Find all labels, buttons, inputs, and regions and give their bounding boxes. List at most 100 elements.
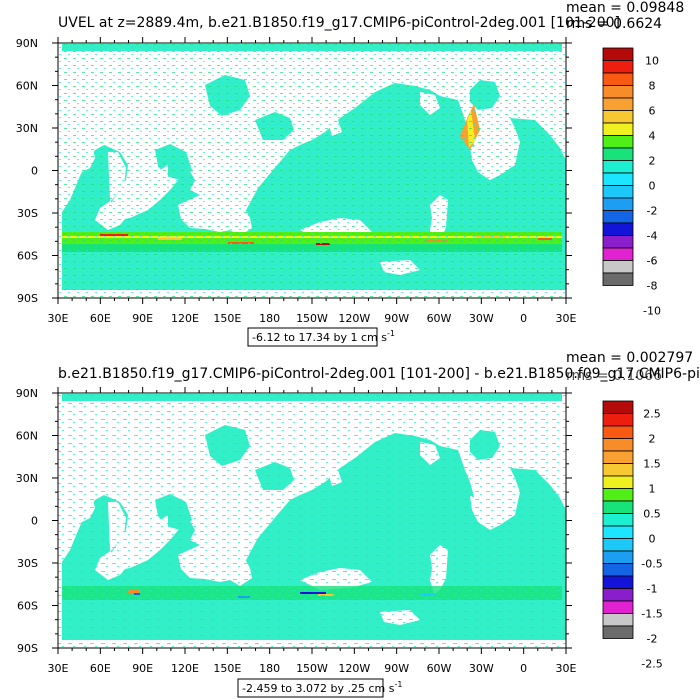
panel-1-x-tick-label: 150E (213, 312, 241, 325)
panel-2-colorbar-box (602, 475, 634, 489)
panel-2-x-tick-label: 150E (213, 662, 241, 675)
panel-2-colorbar-label: 2.5 (643, 408, 661, 421)
panel-2-colorbar-box (602, 600, 634, 614)
panel-2-colorbar-box (602, 425, 634, 439)
panel-1-colorbar-label: -10 (643, 305, 661, 318)
panel-1-colorbar-box (602, 85, 634, 99)
panel-1-x-tick-label: 0 (520, 312, 527, 325)
panel-2-range-label: -2.459 to 3.072 by .25 cm s-1 (242, 680, 402, 695)
panel-2-colorbar-box (602, 538, 634, 552)
panel-1-mean: mean = 0.09848 (566, 0, 684, 16)
panel-1-y-tick-label: 60S (17, 250, 38, 263)
panel-1-y-tick-label: 60N (16, 80, 38, 93)
panel-1-y-tick-label: 30S (17, 207, 38, 220)
panel-1-x-tick-label: 120W (338, 312, 370, 325)
panel-1-colorbar-box (602, 135, 634, 149)
panel-1-x-tick-label: 120E (171, 312, 199, 325)
panel-2-x-tick-label: 120W (338, 662, 370, 675)
panel-2-x-axis: 30E 60E 90E 120E 150E 180 150W 120W 90W 60W 30W 0 30… (48, 387, 577, 675)
panel-2-x-tick-label: 60W (427, 662, 452, 675)
panel-1-colorbar-box (602, 147, 634, 161)
panel-1-colorbar-box (602, 97, 634, 111)
panel-1-map (58, 43, 566, 298)
panel-2-y-tick-label: 60N (16, 430, 38, 443)
panel-2-x-tick-label: 30E (556, 662, 577, 675)
panel-2-x-tick-label: 30E (48, 662, 69, 675)
panel-1-colorbar-box (602, 172, 634, 186)
panel-2-colorbar-label: 1.5 (643, 458, 661, 471)
panel-1-range-label: -6.12 to 17.34 by 1 cm s-1 (252, 329, 395, 344)
panel-1-colorbar-box (602, 110, 634, 124)
panel-2-y-tick-label: 90N (16, 387, 38, 400)
panel-2-colorbar: 2.5 2 1.5 1 0.5 0 -0.5 -1 -1.5 -2 -2.5 (602, 400, 663, 671)
panel-1-colorbar-box (602, 222, 634, 236)
panel-2-y-tick-label: 90S (17, 642, 38, 655)
panel-2-x-tick-label: 90W (384, 662, 409, 675)
panel-1-colorbar: 10 8 6 4 2 0 -2 -4 -6 -8 -10 (602, 47, 661, 318)
panel-1-x-tick-label: 180 (259, 312, 280, 325)
panel-2-colorbar-box (602, 438, 634, 452)
panel-2-y-axis: 90N 60N 30N 0 30S 60S 90S (16, 387, 572, 655)
panel-2-colorbar-label: 2 (649, 433, 656, 446)
panel-1-colorbar-box (602, 272, 634, 286)
panel-2-x-tick-label: 60E (90, 662, 111, 675)
panel-2-colorbar-box (602, 575, 634, 589)
panel-1-colorbar-box (602, 260, 634, 274)
panel-2: b.e21.B1850.f19_g17.CMIP6-piControl-2deg… (16, 350, 700, 698)
panel-2-x-tick-label: 90E (132, 662, 153, 675)
panel-1-colorbar-label: 4 (649, 130, 656, 143)
panel-1-colorbar-box (602, 197, 634, 211)
panel-1-x-tick-label: 60E (90, 312, 111, 325)
panel-1-colorbar-label: -4 (647, 230, 658, 243)
panel-1-colorbar-label: -8 (647, 280, 658, 293)
panel-2-y-tick-label: 60S (17, 600, 38, 613)
panel-2-colorbar-box (602, 450, 634, 464)
panel-2-x-tick-label: 120E (171, 662, 199, 675)
panel-2-colorbar-label: -2 (647, 633, 658, 646)
panel-2-x-tick-label: 150W (296, 662, 328, 675)
panel-1-colorbar-label: 8 (649, 80, 656, 93)
panel-1-colorbar-label: 0 (649, 180, 656, 193)
panel-1-x-tick-label: 30W (469, 312, 494, 325)
panel-2-colorbar-box (602, 625, 634, 639)
panel-1-colorbar-box (602, 160, 634, 174)
panel-1-y-tick-label: 0 (31, 165, 38, 178)
panel-1-y-axis: 90N 60N 30N 0 30S 60S 90S (16, 37, 572, 305)
panel-2-colorbar-box (602, 463, 634, 477)
panel-1-colorbar-box (602, 47, 634, 61)
panel-1-colorbar-label: 2 (649, 155, 656, 168)
panel-1-rms: rms = 0.6624 (566, 16, 662, 32)
panel-2-y-tick-label: 30N (16, 472, 38, 485)
panel-1-x-tick-label: 30E (556, 312, 577, 325)
panel-1-y-tick-label: 90S (17, 292, 38, 305)
panel-2-rms: rms = 0.1066 (566, 368, 662, 384)
panel-1: UVEL at z=2889.4m, b.e21.B1850.f19_g17.C… (16, 0, 684, 347)
panel-1-colorbar-label: 10 (645, 55, 659, 68)
panel-1-colorbar-box (602, 235, 634, 249)
panel-1-title: UVEL at z=2889.4m, b.e21.B1850.f19_g17.C… (58, 15, 620, 31)
panel-1-colorbar-label: -2 (647, 205, 658, 218)
panel-2-colorbar-label: 1 (649, 483, 656, 496)
panel-1-x-tick-label: 90E (132, 312, 153, 325)
panel-2-colorbar-box (602, 413, 634, 427)
panel-1-x-tick-label: 150W (296, 312, 328, 325)
panel-1-colorbar-box (602, 72, 634, 86)
panel-2-x-tick-label: 0 (520, 662, 527, 675)
panel-2-colorbar-label: -1 (647, 583, 658, 596)
panel-2-colorbar-box (602, 550, 634, 564)
panel-2-colorbar-box (602, 588, 634, 602)
panel-1-y-tick-label: 90N (16, 37, 38, 50)
panel-2-colorbar-box (602, 488, 634, 502)
panel-1-x-tick-label: 60W (427, 312, 452, 325)
panel-1-colorbar-box (602, 122, 634, 136)
panel-2-colorbar-label: -1.5 (641, 608, 662, 621)
panel-2-y-tick-label: 30S (17, 557, 38, 570)
panel-2-y-tick-label: 0 (31, 515, 38, 528)
panel-1-x-axis: 30E 60E 90E 120E 150E 180 150W 120W 90W 60W 30W 0 30… (48, 37, 577, 325)
panel-2-colorbar-label: 0.5 (643, 508, 661, 521)
panel-1-colorbar-label: 6 (649, 105, 656, 118)
panel-2-x-tick-label: 30W (469, 662, 494, 675)
panel-1-colorbar-box (602, 247, 634, 261)
panel-2-colorbar-box (602, 525, 634, 539)
